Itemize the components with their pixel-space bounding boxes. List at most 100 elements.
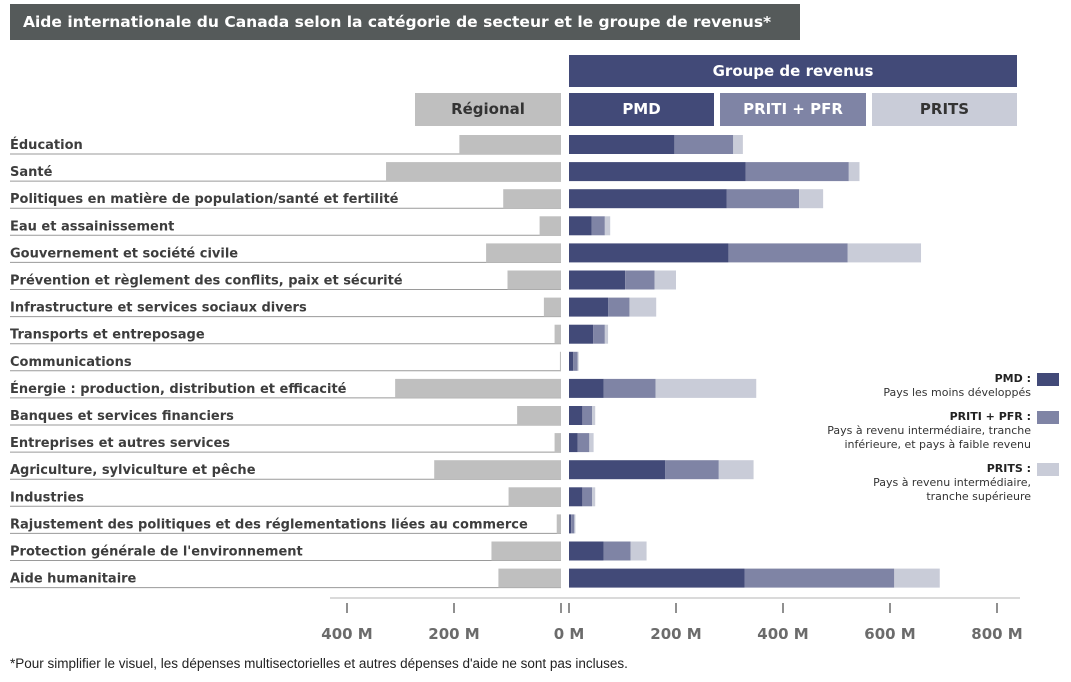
legend-item-prits: PRITS : Pays à revenu intermédiaire, tra… bbox=[799, 462, 1059, 504]
bar-prits bbox=[655, 378, 757, 398]
category-label: Transports et entreposage bbox=[10, 328, 205, 343]
bar-prits bbox=[848, 162, 860, 182]
bar-prits bbox=[799, 189, 824, 209]
bar-prits bbox=[733, 135, 743, 154]
bar-prits bbox=[718, 460, 754, 480]
bar-regional bbox=[559, 351, 561, 371]
category-label: Aide humanitaire bbox=[10, 572, 137, 587]
category-label: Communications bbox=[10, 355, 132, 370]
bar-prits bbox=[577, 351, 579, 371]
bar-regional bbox=[539, 216, 561, 236]
x-tick-label: 200 M bbox=[650, 625, 701, 643]
legend-swatch-prits bbox=[1037, 463, 1059, 476]
header-income-group: Groupe de revenus bbox=[569, 55, 1017, 87]
bar-regional bbox=[395, 378, 561, 398]
bar-priti-pfr bbox=[571, 514, 575, 534]
legend-title-pmd: PMD : bbox=[994, 372, 1031, 385]
bar-pmd bbox=[569, 568, 745, 588]
legend: PMD : Pays les moins développés PRITI + … bbox=[799, 372, 1059, 514]
legend-swatch-priti-pfr bbox=[1037, 411, 1059, 424]
bar-regional bbox=[386, 162, 561, 182]
legend-swatch-pmd bbox=[1037, 373, 1059, 386]
bar-priti-pfr bbox=[728, 243, 848, 263]
category-label: Agriculture, sylviculture et pêche bbox=[10, 463, 256, 478]
bar-pmd bbox=[569, 189, 727, 209]
category-label: Politiques en matière de population/sant… bbox=[10, 192, 399, 207]
bar-pmd bbox=[569, 433, 578, 453]
category-label: Santé bbox=[10, 165, 53, 180]
bar-regional bbox=[503, 189, 561, 209]
bar-prits bbox=[604, 324, 609, 344]
category-label: Énergie : production, distribution et ef… bbox=[10, 381, 347, 397]
bar-regional bbox=[508, 487, 561, 507]
bar-regional bbox=[486, 243, 561, 263]
legend-desc-pmd: Pays les moins développés bbox=[883, 386, 1031, 399]
bar-pmd bbox=[569, 351, 574, 371]
header-pmd: PMD bbox=[569, 93, 714, 126]
bar-regional bbox=[507, 270, 561, 290]
chart-title: Aide internationale du Canada selon la c… bbox=[23, 13, 772, 31]
bar-priti-pfr bbox=[573, 351, 578, 371]
category-label: Prévention et règlement des conflits, pa… bbox=[10, 274, 403, 289]
bar-pmd bbox=[569, 406, 583, 425]
bar-priti-pfr bbox=[593, 324, 605, 344]
bar-pmd bbox=[569, 270, 626, 290]
legend-desc-prits-line1: Pays à revenu intermédiaire, bbox=[873, 476, 1031, 489]
bar-prits bbox=[592, 406, 596, 425]
bar-prits bbox=[847, 243, 922, 263]
header-priti-pfr: PRITI + PFR bbox=[720, 93, 866, 126]
x-tick-label: 400 M bbox=[757, 625, 808, 643]
x-tick-label: 600 M bbox=[864, 625, 915, 643]
bar-pmd bbox=[569, 297, 609, 317]
bar-regional bbox=[554, 433, 561, 453]
category-label: Gouvernement et société civile bbox=[10, 246, 238, 261]
bar-regional bbox=[434, 460, 561, 480]
bar-prits bbox=[630, 541, 647, 561]
bar-pmd bbox=[569, 216, 592, 236]
bar-regional bbox=[556, 514, 561, 534]
bar-pmd bbox=[569, 514, 572, 534]
bar-regional bbox=[491, 541, 561, 561]
bar-pmd bbox=[569, 243, 729, 263]
x-tick-label: 200 M bbox=[428, 625, 479, 643]
bar-prits bbox=[629, 297, 657, 317]
bar-pmd bbox=[569, 135, 675, 154]
bar-regional bbox=[554, 324, 561, 344]
bar-priti-pfr bbox=[582, 487, 593, 507]
bar-prits bbox=[574, 514, 576, 534]
footnote: *Pour simplifier le visuel, les dépenses… bbox=[10, 656, 628, 671]
header-prits: PRITS bbox=[872, 93, 1017, 126]
x-tick-label: 400 M bbox=[321, 625, 372, 643]
bar-pmd bbox=[569, 541, 604, 561]
legend-title-prits: PRITS : bbox=[986, 462, 1031, 475]
bar-priti-pfr bbox=[726, 189, 800, 209]
x-tick-label: 800 M bbox=[971, 625, 1022, 643]
bar-priti-pfr bbox=[744, 568, 895, 588]
header-regional: Régional bbox=[415, 93, 561, 126]
legend-desc-priti-pfr-line1: Pays à revenu intermédiaire, tranche bbox=[827, 424, 1031, 437]
category-label: Infrastructure et services sociaux diver… bbox=[10, 301, 307, 316]
bar-regional bbox=[498, 568, 561, 588]
bar-regional bbox=[459, 135, 561, 154]
bar-priti-pfr bbox=[674, 135, 734, 154]
bar-prits bbox=[654, 270, 676, 290]
category-label: Industries bbox=[10, 490, 84, 505]
category-label: Rajustement des politiques et des réglem… bbox=[10, 517, 528, 532]
legend-title-priti-pfr: PRITI + PFR : bbox=[949, 410, 1031, 423]
category-label: Éducation bbox=[10, 137, 83, 153]
bar-priti-pfr bbox=[603, 378, 656, 398]
legend-desc-prits-line2: tranche supérieure bbox=[926, 490, 1031, 503]
bar-priti-pfr bbox=[665, 460, 719, 480]
category-label: Protection générale de l'environnement bbox=[10, 545, 303, 560]
bar-pmd bbox=[569, 487, 583, 507]
legend-item-pmd: PMD : Pays les moins développés bbox=[799, 372, 1059, 400]
bar-prits bbox=[894, 568, 940, 588]
category-label: Banques et services financiers bbox=[10, 409, 234, 424]
bar-pmd bbox=[569, 378, 604, 398]
bar-prits bbox=[589, 433, 594, 453]
bar-priti-pfr bbox=[577, 433, 590, 453]
bar-priti-pfr bbox=[603, 541, 631, 561]
bar-pmd bbox=[569, 324, 594, 344]
bar-priti-pfr bbox=[582, 406, 593, 425]
